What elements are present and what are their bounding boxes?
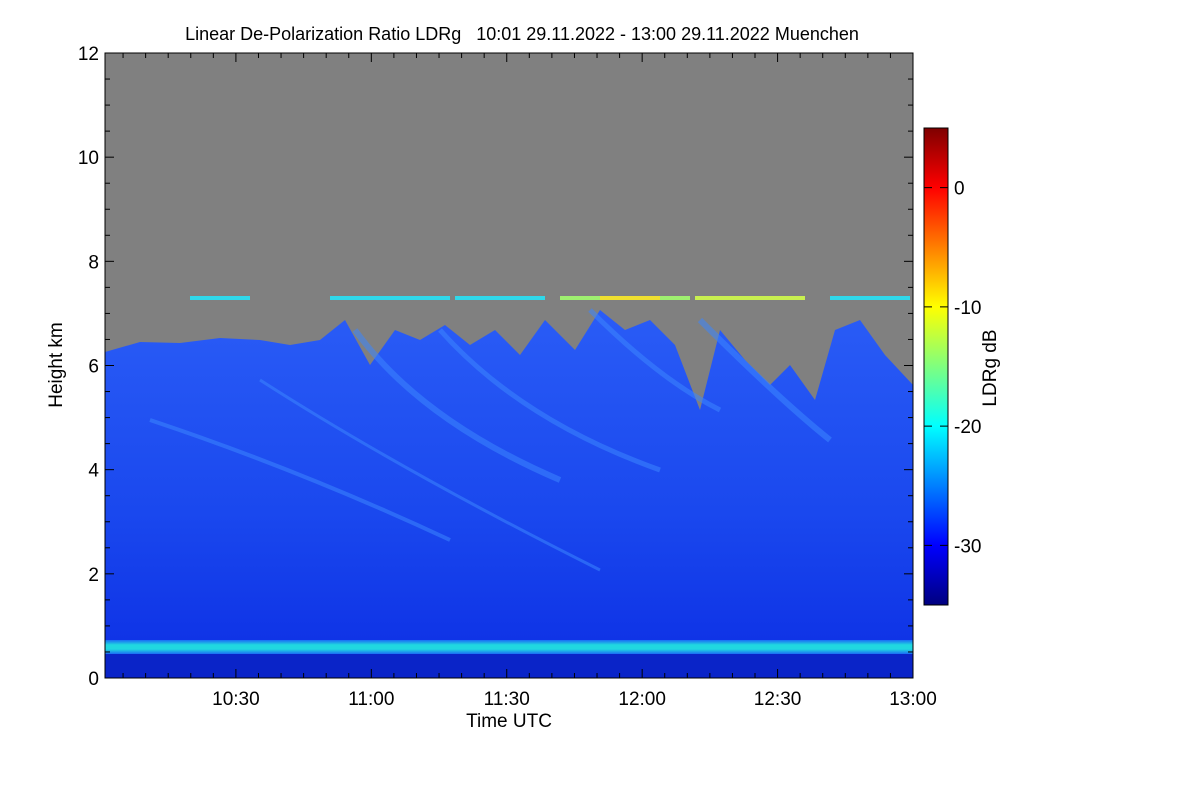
x-axis-label: Time UTC [466, 711, 552, 732]
y-tick-label: 0 [88, 669, 99, 690]
x-tick-label: 11:30 [484, 689, 530, 710]
colorbar [923, 127, 949, 606]
y-axis-label: Height km [46, 322, 67, 408]
surface-layer [105, 654, 913, 678]
y-tick-label: 2 [88, 565, 99, 586]
fall-streaks [149, 308, 832, 572]
cloud-region [105, 310, 913, 678]
x-tick-label: 12:00 [618, 689, 666, 710]
x-tick-label: 12:30 [754, 689, 802, 710]
colorbar-tick-label: -10 [954, 298, 981, 319]
heatmap-area [105, 53, 913, 678]
cirrus-layer [190, 296, 910, 300]
x-tick-label: 13:00 [889, 689, 937, 710]
colorbar-tick-label: -30 [954, 536, 981, 557]
y-tick-label: 4 [88, 461, 99, 482]
boundary-layer-band [105, 640, 913, 654]
y-tick-label: 12 [78, 44, 99, 65]
colorbar-label: LDRg dB [980, 329, 1001, 406]
x-tick-label: 10:30 [212, 689, 260, 710]
chart-title: Linear De-Polarization Ratio LDRg 10:01 … [185, 24, 859, 44]
x-tick-label: 11:00 [348, 689, 394, 710]
y-tick-label: 10 [78, 148, 99, 169]
y-tick-label: 6 [88, 357, 99, 378]
y-tick-label: 8 [88, 252, 99, 273]
colorbar-tick-label: 0 [954, 179, 965, 200]
colorbar-tick-label: -20 [954, 417, 981, 438]
x-axis: 10:30 11:00 11:30 12:00 12:30 13:00 [122, 53, 937, 710]
y-axis: 0 2 4 6 8 10 12 [78, 44, 913, 690]
colorbar-ticks: 0 -10 -20 -30 [924, 179, 981, 557]
